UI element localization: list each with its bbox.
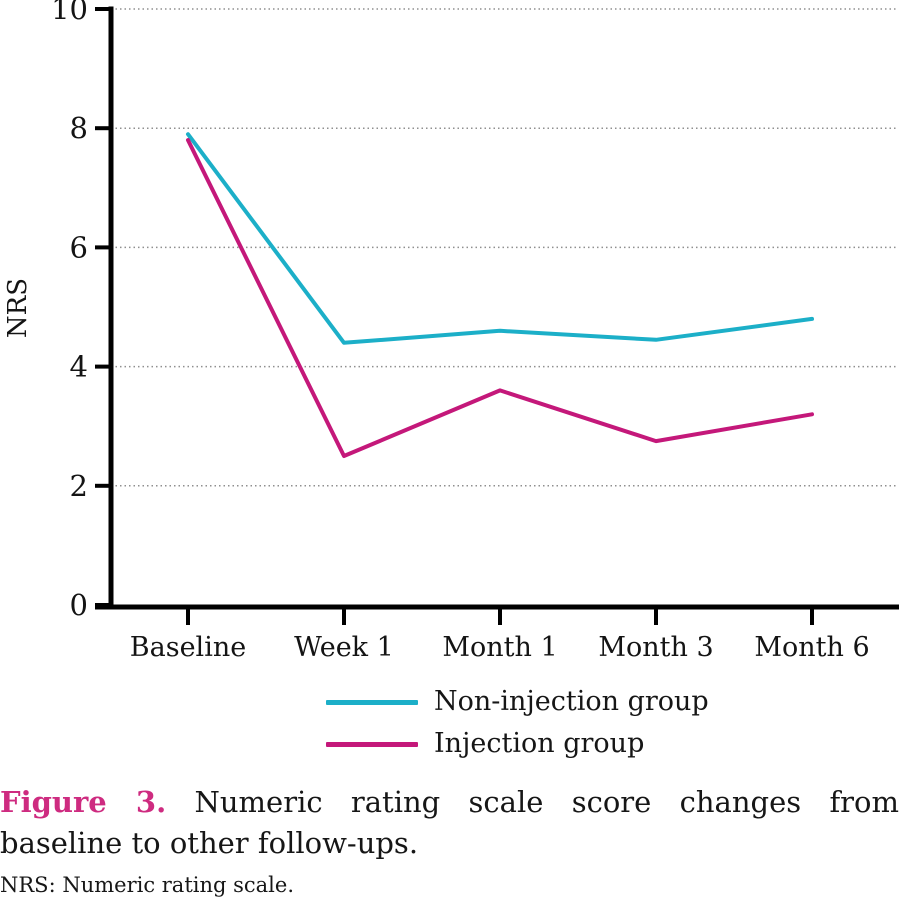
x-tick-label: Month 6 — [754, 632, 869, 663]
x-tick-label: Month 1 — [442, 632, 557, 663]
legend-label-non-injection: Non-injection group — [434, 686, 709, 717]
y-tick-label: 2 — [70, 469, 88, 503]
legend-item-injection: Injection group — [326, 728, 709, 760]
legend-label-injection: Injection group — [434, 728, 645, 759]
non-injection-line-swatch — [326, 699, 418, 705]
y-axis-label: NRS — [3, 278, 33, 338]
chart-legend: Non-injection group Injection group — [326, 686, 709, 760]
series-line-0 — [186, 132, 814, 345]
caption-line-2: baseline to other follow-ups. — [0, 826, 419, 860]
caption-line-1: Figure 3. Numeric rating scale score cha… — [0, 782, 899, 823]
x-tick-label: Week 1 — [294, 632, 394, 663]
series-line-1 — [186, 138, 814, 458]
y-tick-label: 6 — [70, 230, 88, 264]
x-tick-label: Month 3 — [598, 632, 713, 663]
y-tick-label: 0 — [70, 588, 88, 622]
figure-footnote: NRS: Numeric rating scale. — [0, 873, 294, 897]
caption-text-part-1: Numeric rating scale score changes from — [194, 785, 899, 819]
legend-item-non-injection: Non-injection group — [326, 686, 709, 718]
y-tick-label: 10 — [51, 0, 88, 26]
nrs-line-chart: 0 2 4 6 8 10 Baseline Week 1 Month 1 Month 3 Month… — [3, 0, 899, 663]
injection-line-swatch — [326, 741, 418, 747]
x-tick-label: Baseline — [130, 632, 246, 663]
y-tick-label: 4 — [70, 350, 88, 384]
y-tick-label: 8 — [70, 111, 88, 145]
figure-caption: Figure 3. Numeric rating scale score cha… — [0, 782, 899, 898]
figure-number-label: Figure 3. — [0, 785, 167, 819]
